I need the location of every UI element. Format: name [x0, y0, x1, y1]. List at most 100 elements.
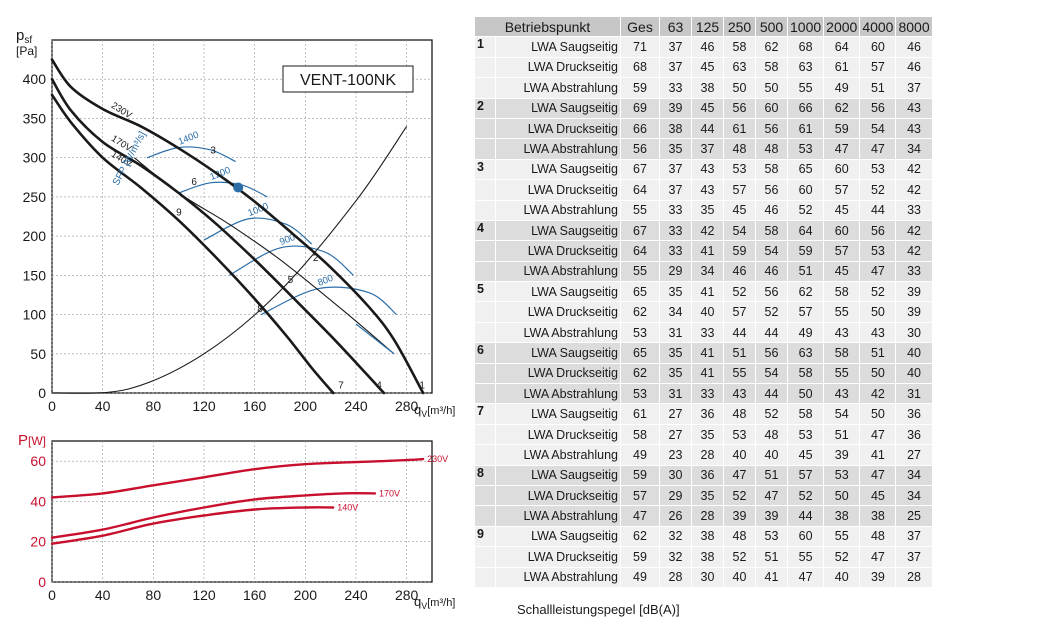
operating-point-number: 3: [475, 159, 496, 181]
row-label: LWA Saugseitig: [495, 36, 621, 58]
band-value-cell: 41: [691, 281, 724, 303]
sfp-curve-label: 1400: [177, 130, 201, 148]
table-header-cell: 2000: [823, 17, 861, 38]
fan-curve-230v: [50, 58, 425, 395]
band-value-cell: 44: [859, 200, 897, 221]
row-label: LWA Saugseitig: [495, 281, 621, 303]
total-value-cell: 53: [620, 383, 660, 405]
band-value-cell: 57: [723, 179, 756, 201]
table-row: LWA Abstrahlung 49 28 30 40 41 47 40 39 28: [475, 567, 933, 588]
operating-point-number: [475, 424, 496, 446]
row-label: LWA Saugseitig: [495, 403, 621, 425]
pressure-x-tick-label: 120: [192, 398, 216, 414]
operating-point-number: [475, 546, 496, 568]
band-value-cell: 55: [723, 363, 756, 385]
row-label: LWA Abstrahlung: [495, 505, 621, 527]
power-curve-label: 140V: [337, 502, 358, 512]
operating-point-number: [475, 444, 496, 466]
band-value-cell: 54: [823, 403, 861, 425]
row-label: LWA Saugseitig: [495, 98, 621, 119]
row-label: LWA Abstrahlung: [495, 322, 621, 344]
operating-point-label: 9: [176, 208, 182, 219]
band-value-cell: 50: [859, 363, 897, 385]
band-value-cell: 44: [691, 118, 724, 140]
fan-curve-140v: [50, 93, 335, 395]
band-value-cell: 38: [659, 118, 692, 140]
operating-point-label: 5: [288, 275, 294, 286]
operating-point-number: [475, 485, 496, 507]
table-row: 2 LWA Saugseitig 69 39 45 56 60 66 62 56 43: [475, 98, 933, 119]
band-value-cell: 54: [723, 220, 756, 242]
band-value-cell: 45: [823, 261, 861, 283]
row-label: LWA Abstrahlung: [495, 567, 621, 588]
operating-point-number: [475, 301, 496, 323]
band-value-cell: 35: [659, 281, 692, 303]
table-row: LWA Druckseitig 62 34 40 57 52 57 55 50 39: [475, 301, 933, 323]
band-value-cell: 44: [723, 322, 756, 344]
power-curve-label: 170V: [379, 488, 400, 498]
table-row: LWA Druckseitig 66 38 44 61 56 61 59 54 43: [475, 118, 933, 140]
power-y-tick-label: 40: [30, 493, 46, 509]
band-value-cell: 53: [859, 159, 897, 181]
total-value-cell: 67: [620, 159, 660, 181]
band-value-cell: 49: [787, 322, 825, 344]
table-body: 1 LWA Saugseitig 71 37 46 58 62 68 64 60 46 LWA Dru…: [475, 36, 933, 588]
band-value-cell: 42: [859, 383, 897, 405]
band-value-cell: 30: [895, 322, 933, 344]
pressure-chart-frame: [51, 39, 433, 394]
band-value-cell: 48: [755, 424, 788, 446]
band-value-cell: 58: [787, 403, 825, 425]
band-value-cell: 60: [787, 179, 825, 201]
y-axis-unit: [Pa]: [16, 44, 37, 58]
operating-point-number: [475, 261, 496, 283]
pressure-x-tick-label: 160: [243, 398, 267, 414]
total-value-cell: 58: [620, 424, 660, 446]
band-value-cell: 25: [895, 505, 933, 527]
band-value-cell: 56: [755, 118, 788, 140]
band-value-cell: 57: [787, 465, 825, 486]
band-value-cell: 46: [755, 261, 788, 283]
pressure-grid: [51, 40, 432, 394]
total-value-cell: 59: [620, 77, 660, 99]
total-value-cell: 65: [620, 342, 660, 364]
table-row: LWA Druckseitig 58 27 35 53 48 53 51 47 36: [475, 424, 933, 446]
band-value-cell: 48: [723, 138, 756, 160]
band-value-cell: 62: [755, 36, 788, 58]
band-value-cell: 27: [659, 403, 692, 425]
pressure-x-tick-label: 0: [48, 398, 56, 414]
band-value-cell: 33: [659, 220, 692, 242]
band-value-cell: 40: [823, 567, 861, 588]
total-value-cell: 55: [620, 261, 660, 283]
total-value-cell: 67: [620, 220, 660, 242]
table-row: LWA Druckseitig 68 37 45 63 58 63 61 57 46: [475, 57, 933, 79]
band-value-cell: 54: [859, 118, 897, 140]
band-value-cell: 39: [659, 98, 692, 119]
row-label: LWA Druckseitig: [495, 118, 621, 140]
band-value-cell: 40: [691, 301, 724, 323]
band-value-cell: 34: [691, 261, 724, 283]
band-value-cell: 57: [723, 301, 756, 323]
band-value-cell: 28: [895, 567, 933, 588]
total-value-cell: 53: [620, 322, 660, 344]
band-value-cell: 45: [691, 98, 724, 119]
operating-point-number: [475, 179, 496, 201]
system-curve: [133, 157, 395, 355]
band-value-cell: 48: [859, 526, 897, 548]
band-value-cell: 39: [895, 301, 933, 323]
band-value-cell: 56: [723, 98, 756, 119]
table-header-cell: Ges: [620, 17, 660, 38]
total-value-cell: 69: [620, 98, 660, 119]
row-label: LWA Abstrahlung: [495, 261, 621, 283]
total-value-cell: 55: [620, 200, 660, 221]
band-value-cell: 52: [787, 200, 825, 221]
band-value-cell: 42: [895, 159, 933, 181]
total-value-cell: 64: [620, 240, 660, 262]
title-box: [282, 65, 414, 93]
power-x-tick-label: 200: [294, 587, 318, 603]
band-value-cell: 37: [895, 546, 933, 568]
band-value-cell: 43: [691, 179, 724, 201]
band-value-cell: 60: [823, 220, 861, 242]
system-curve: [51, 125, 408, 394]
band-value-cell: 60: [787, 526, 825, 548]
